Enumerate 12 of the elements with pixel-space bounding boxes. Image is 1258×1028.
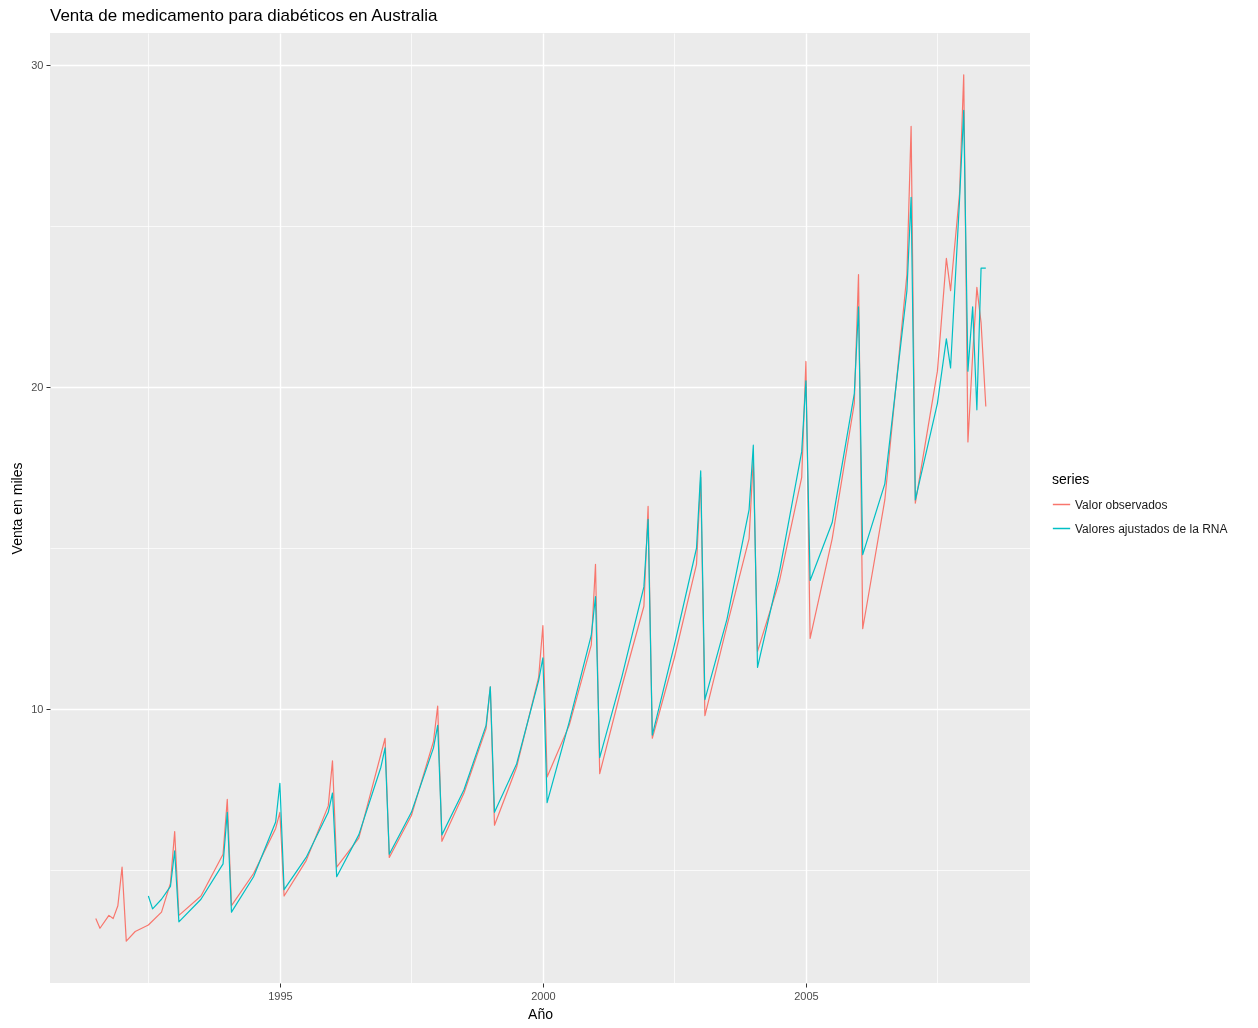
legend-label: Valor observados bbox=[1075, 497, 1168, 512]
legend-title: series bbox=[1052, 471, 1090, 487]
y-tick-label: 20 bbox=[31, 380, 44, 393]
y-axis-title: Venta en miles bbox=[9, 462, 26, 555]
chart-title: Venta de medicamento para diabéticos en Australia bbox=[50, 6, 439, 25]
x-tick-label: 2005 bbox=[794, 989, 819, 1002]
x-tick-label: 2000 bbox=[531, 989, 556, 1002]
x-axis-title: Año bbox=[528, 1005, 554, 1022]
legend-label: Valores ajustados de la RNA bbox=[1075, 521, 1228, 536]
y-tick-label: 30 bbox=[31, 58, 44, 71]
x-tick-label: 1995 bbox=[268, 989, 293, 1002]
y-tick-label: 10 bbox=[31, 702, 44, 715]
